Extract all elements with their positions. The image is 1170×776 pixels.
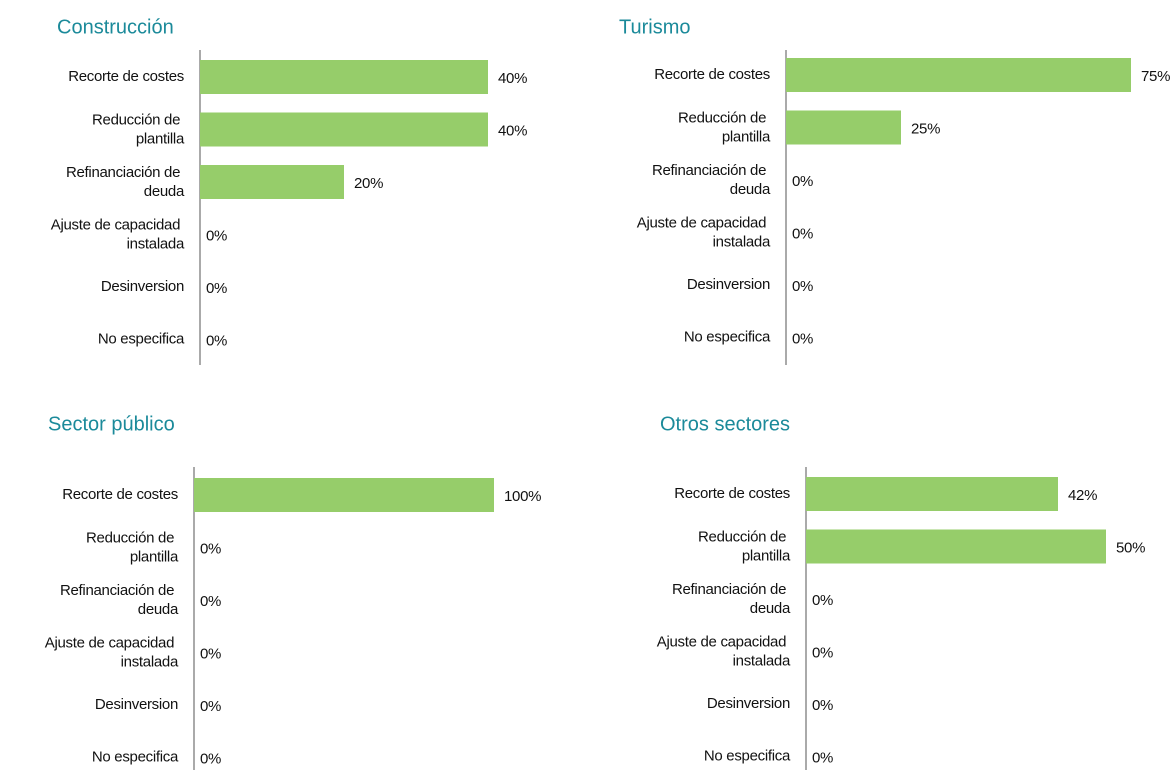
category-label: No especifica xyxy=(704,747,791,764)
bar xyxy=(200,165,344,199)
chart-title: Sector público xyxy=(48,413,175,435)
category-label: No especifica xyxy=(98,330,185,347)
category-label: Reducción de plantilla xyxy=(92,111,185,147)
category-label: Ajuste de capacidad instalada xyxy=(45,634,179,670)
bar xyxy=(806,477,1058,511)
category-label: Refinanciación de deuda xyxy=(672,581,791,617)
category-label: Reducción de plantilla xyxy=(86,529,179,565)
category-label: No especifica xyxy=(92,748,179,765)
category-label: Recorte de costes xyxy=(62,486,178,503)
category-label: Desinversion xyxy=(101,278,184,295)
value-label: 0% xyxy=(812,644,833,661)
bar xyxy=(194,478,494,512)
value-label: 42% xyxy=(1068,487,1097,504)
value-label: 40% xyxy=(498,122,527,139)
category-label: Ajuste de capacidad instalada xyxy=(657,633,791,669)
value-label: 0% xyxy=(792,173,813,190)
value-label: 0% xyxy=(206,227,227,244)
category-label: Ajuste de capacidad instalada xyxy=(637,214,771,250)
value-label: 0% xyxy=(206,332,227,349)
value-label: 0% xyxy=(200,540,221,557)
value-label: 0% xyxy=(200,750,221,767)
value-label: 100% xyxy=(504,488,541,505)
bar xyxy=(786,58,1131,92)
category-label: Ajuste de capacidad instalada xyxy=(51,216,185,252)
value-label: 75% xyxy=(1141,68,1170,85)
value-label: 0% xyxy=(200,645,221,662)
bar xyxy=(786,110,901,145)
category-label: Desinversion xyxy=(707,695,790,712)
value-label: 0% xyxy=(792,330,813,347)
chart-title: Otros sectores xyxy=(660,413,790,435)
value-label: 40% xyxy=(498,70,527,87)
category-label: Reducción de plantilla xyxy=(678,109,771,145)
bar xyxy=(200,60,488,94)
value-label: 0% xyxy=(200,698,221,715)
category-label: Refinanciación de deuda xyxy=(652,162,771,198)
category-label: Recorte de costes xyxy=(674,485,790,502)
value-label: 25% xyxy=(911,120,940,137)
value-label: 0% xyxy=(792,278,813,295)
value-label: 20% xyxy=(354,175,383,192)
value-label: 0% xyxy=(812,697,833,714)
chart-title: Construcción xyxy=(57,16,174,38)
bar xyxy=(806,529,1106,564)
category-label: Refinanciación de deuda xyxy=(60,582,179,618)
bar xyxy=(200,112,488,147)
category-label: Refinanciación de deuda xyxy=(66,164,185,200)
value-label: 0% xyxy=(200,593,221,610)
category-label: Desinversion xyxy=(687,276,770,293)
value-label: 0% xyxy=(206,280,227,297)
value-label: 0% xyxy=(812,592,833,609)
value-label: 0% xyxy=(812,749,833,766)
chart-title: Turismo xyxy=(619,16,690,38)
category-label: No especifica xyxy=(684,328,771,345)
category-label: Desinversion xyxy=(95,696,178,713)
category-label: Recorte de costes xyxy=(654,66,770,83)
value-label: 0% xyxy=(792,225,813,242)
category-label: Reducción de plantilla xyxy=(698,528,791,564)
category-label: Recorte de costes xyxy=(68,68,184,85)
value-label: 50% xyxy=(1116,539,1145,556)
